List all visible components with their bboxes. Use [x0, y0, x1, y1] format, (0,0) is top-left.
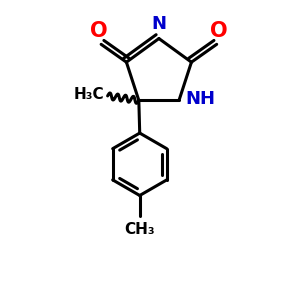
- Text: H₃C: H₃C: [74, 87, 105, 102]
- Text: O: O: [210, 21, 228, 41]
- Text: CH₃: CH₃: [124, 222, 155, 237]
- Text: O: O: [90, 21, 108, 41]
- Text: N: N: [152, 15, 166, 33]
- Text: NH: NH: [185, 90, 215, 108]
